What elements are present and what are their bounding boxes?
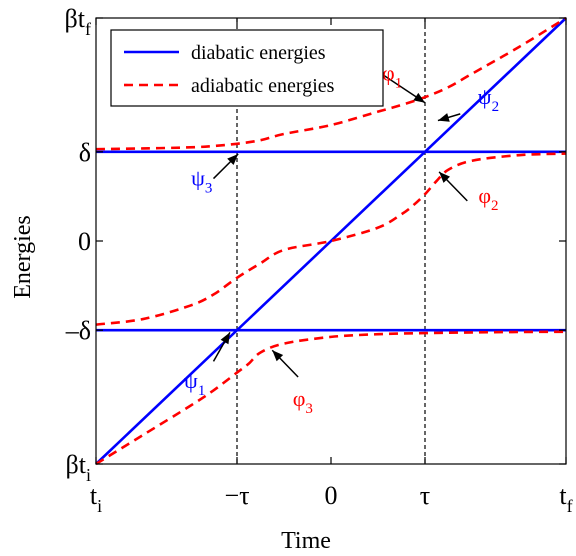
y-tick-label: βti: [66, 450, 91, 485]
legend-label: adiabatic energies: [191, 75, 335, 97]
annotation-label: ψ1: [184, 368, 205, 399]
x-tick-label: ti: [90, 481, 102, 516]
legend: diabatic energies adiabatic energies: [110, 29, 384, 107]
x-axis-label: Time: [281, 528, 331, 554]
annotation-label: ψ2: [478, 84, 499, 115]
annotation-label: φ1: [382, 60, 402, 91]
annotation-arrow-head: [413, 92, 425, 103]
x-tick-label: tf: [559, 481, 572, 516]
legend-box: [110, 29, 384, 107]
adiabatic-energy-curve: [95, 152, 567, 326]
x-tick-label: −τ: [224, 481, 249, 510]
y-tick-label: –δ: [65, 316, 91, 345]
annotation-label: φ2: [478, 183, 498, 214]
y-axis-label: Energies: [10, 215, 36, 299]
annotation-label: ψ3: [191, 165, 212, 196]
legend-label: diabatic energies: [191, 42, 326, 64]
y-tick-label: 0: [78, 227, 91, 256]
annotation-arrow-head: [220, 332, 230, 345]
annotation-label: φ3: [293, 386, 313, 417]
annotation-arrow-head: [227, 154, 239, 165]
diabatic-energy-line: [95, 17, 567, 465]
annotation-arrow-head: [437, 113, 450, 122]
x-tick-label: τ: [420, 481, 430, 510]
y-tick-label: βtf: [65, 4, 91, 39]
plot-area: ti −τ 0 τ tf βti –δ 0 δ βtf φ1 ψ2 φ2 ψ3 ψ1 φ3: [65, 4, 573, 516]
adiabatic-energy-curve: [95, 330, 567, 466]
y-tick-label: δ: [79, 138, 91, 167]
x-tick-label: 0: [325, 481, 338, 510]
annotation-arrow-head: [439, 171, 450, 183]
annotation-arrow-head: [272, 350, 284, 362]
adiabatic-energy-curve: [95, 16, 567, 151]
